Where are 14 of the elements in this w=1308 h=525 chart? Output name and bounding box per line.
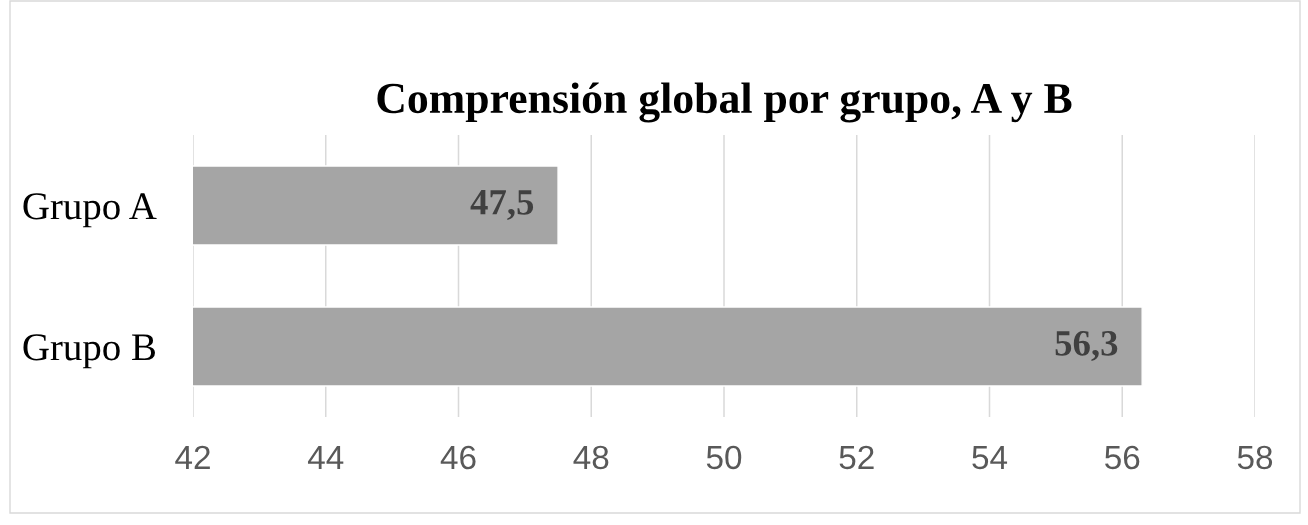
x-tick-label: 48 — [573, 445, 609, 470]
x-tick-label: 54 — [972, 446, 1008, 470]
x-tick-label: 42 — [175, 445, 210, 469]
x-tick-label: 56 — [1105, 445, 1140, 470]
data-label: 56,3 — [1055, 330, 1118, 362]
x-tick-label: 46 — [440, 445, 476, 470]
x-tick-label: 50 — [706, 445, 742, 470]
y-tick-label: Grupo B — [23, 334, 155, 369]
x-tick-label: 58 — [1237, 445, 1273, 470]
y-tick-label: Grupo A — [23, 193, 157, 228]
x-tick-label: 52 — [839, 445, 874, 470]
x-tick-label: 44 — [307, 446, 344, 469]
data-label: 47,5 — [470, 190, 534, 221]
chart-title: Comprensión global por grupo, A y B — [377, 82, 1072, 123]
